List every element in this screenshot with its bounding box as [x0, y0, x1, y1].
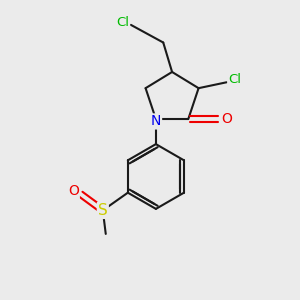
Text: O: O — [68, 184, 79, 198]
Text: O: O — [221, 112, 232, 126]
Text: Cl: Cl — [116, 16, 129, 29]
Text: S: S — [98, 203, 108, 218]
Text: Cl: Cl — [228, 74, 241, 86]
Text: N: N — [151, 114, 161, 128]
